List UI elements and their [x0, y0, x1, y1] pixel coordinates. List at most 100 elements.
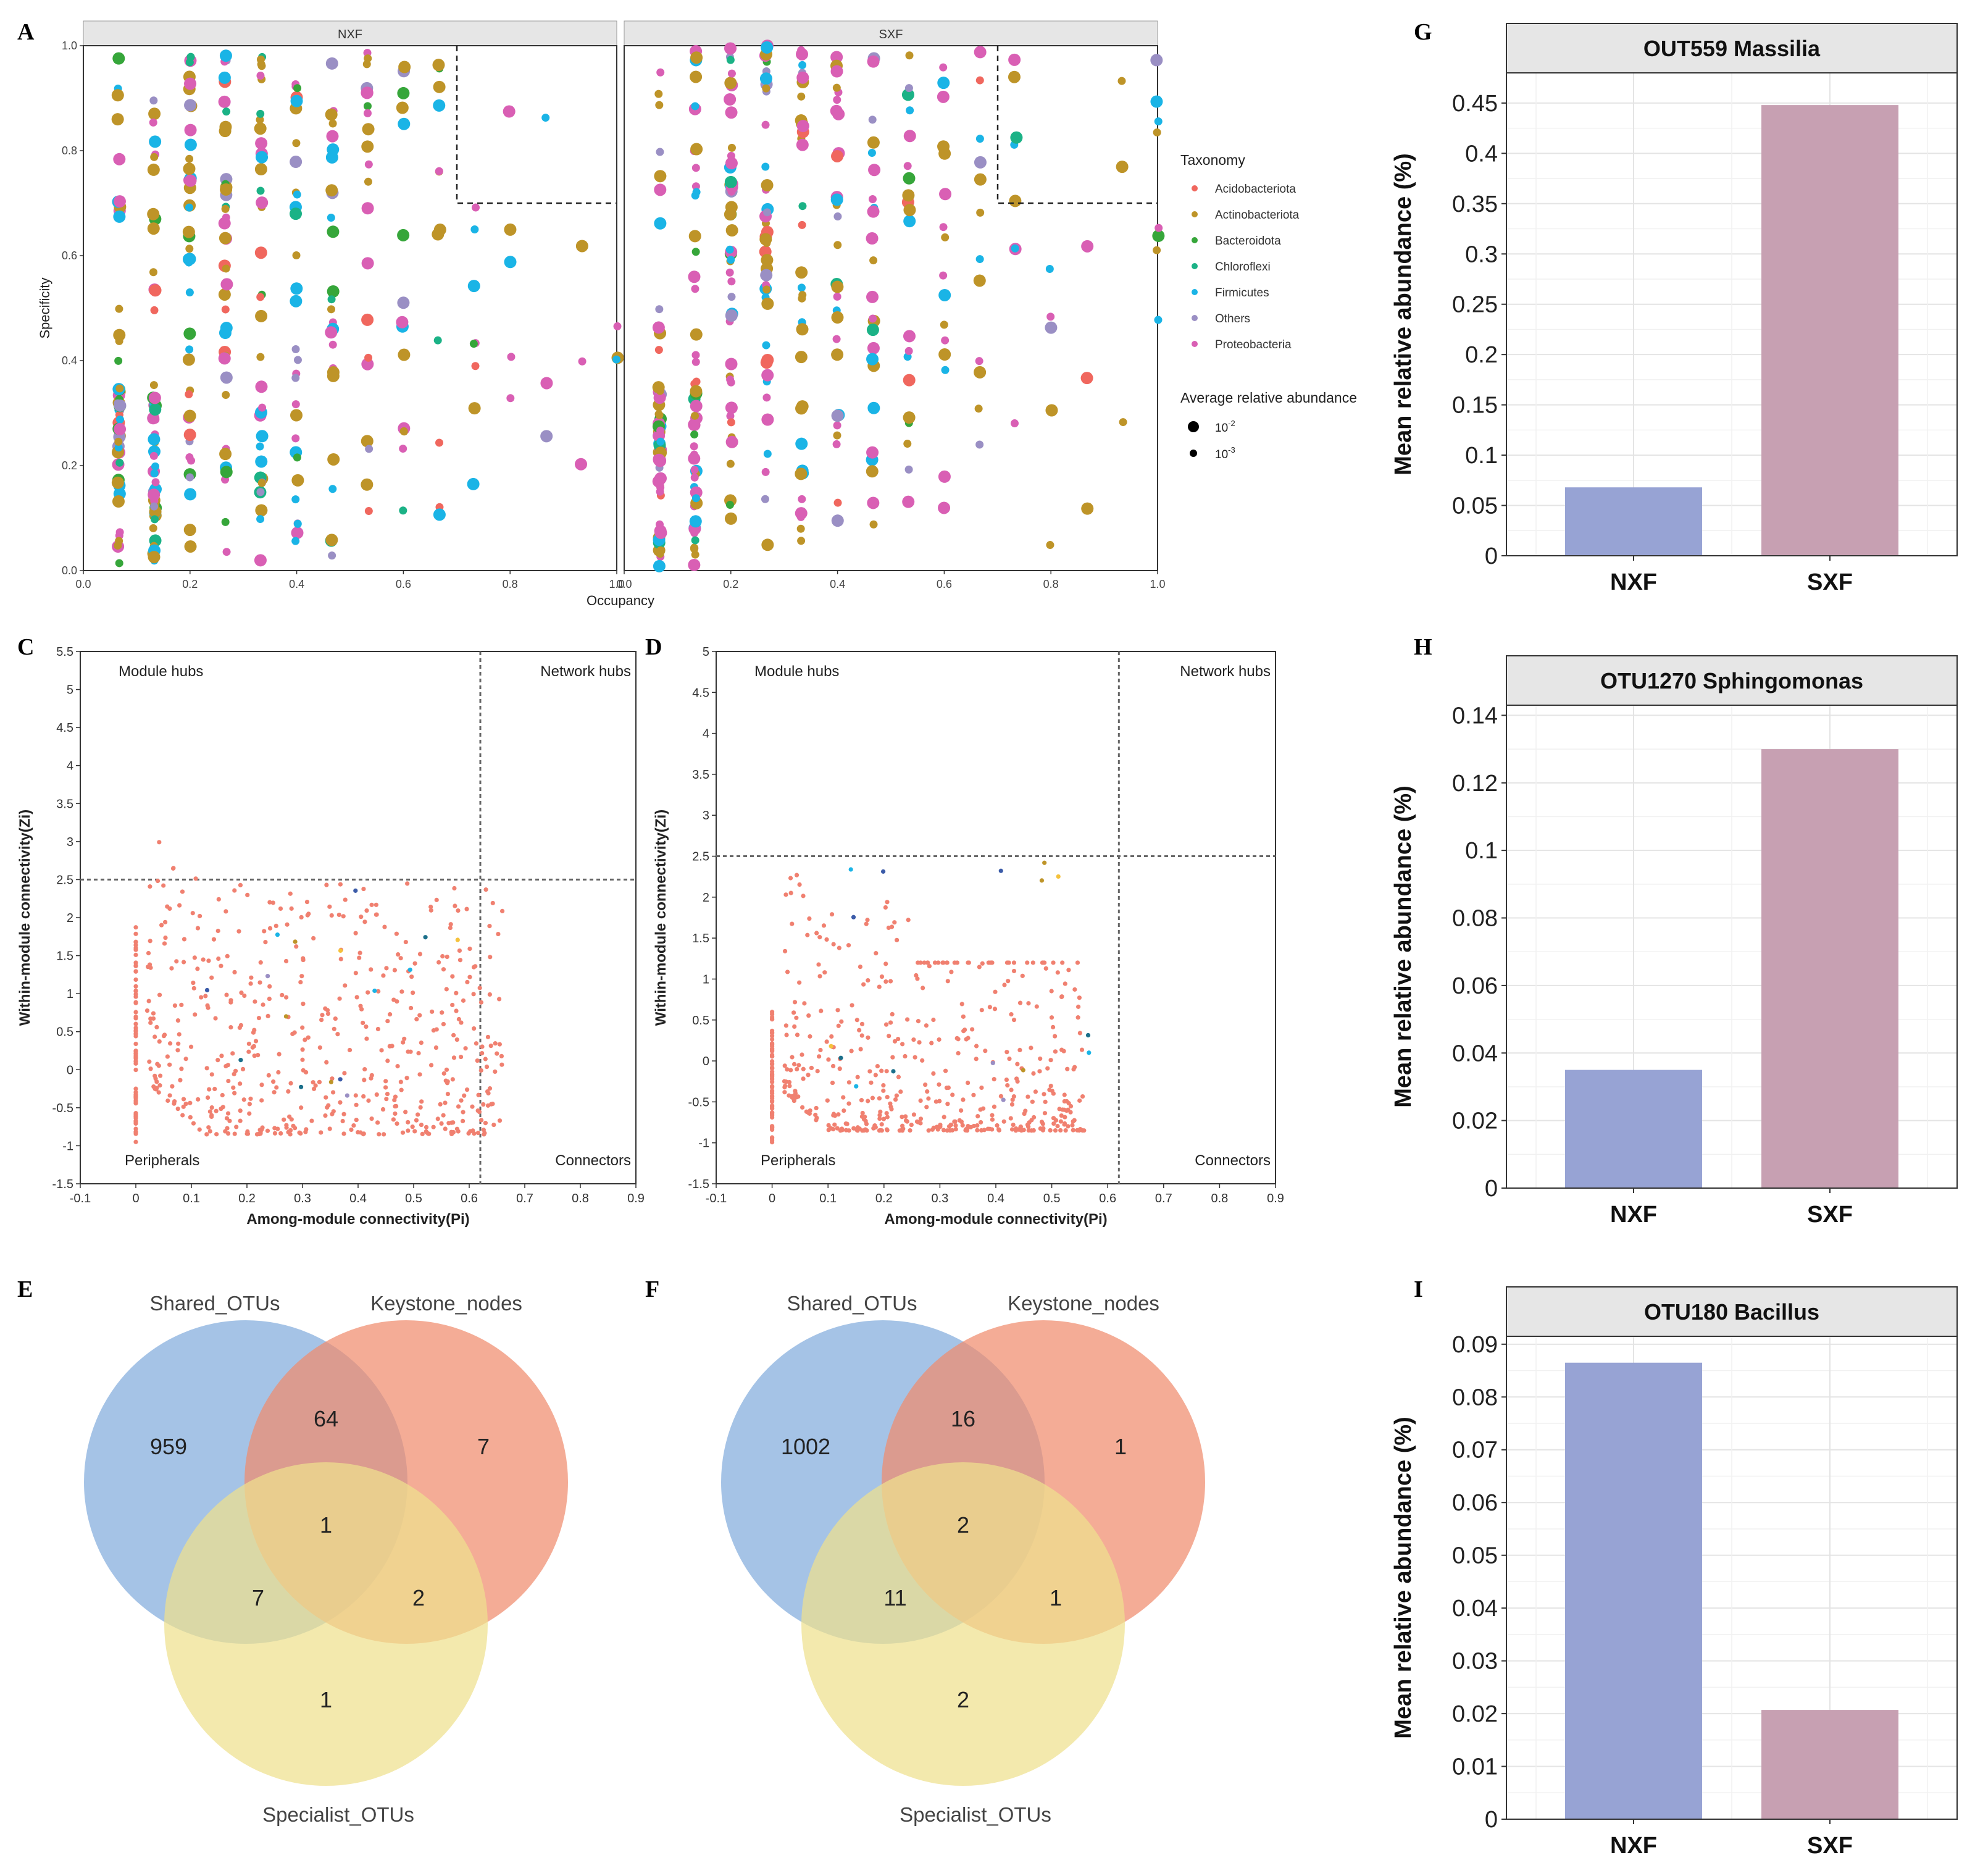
network-node-d: [1004, 1077, 1009, 1082]
otu-point-a: [149, 135, 162, 148]
network-node-d: [1050, 1088, 1054, 1094]
network-node-d: [966, 960, 971, 965]
network-node-d: [995, 1123, 1000, 1128]
network-node-c: [262, 929, 267, 934]
network-node-d: [784, 1032, 789, 1037]
network-node-d: [835, 1126, 840, 1131]
otu-point-b: [830, 51, 843, 64]
network-node-d: [956, 1037, 961, 1042]
network-node-c: [395, 1121, 399, 1126]
network-node-c: [148, 1020, 153, 1025]
otu-point-b: [1011, 244, 1019, 253]
otu-point-b: [760, 269, 773, 282]
otu-point-b: [691, 248, 700, 256]
network-node-d: [990, 1117, 995, 1122]
otu-point-a: [149, 118, 157, 127]
network-node-d: [1009, 1102, 1015, 1107]
network-node-d: [800, 1052, 804, 1057]
network-node-c: [245, 892, 250, 897]
otu-point-b: [867, 136, 880, 149]
network-node-c: [414, 1118, 419, 1123]
network-node-c: [461, 1110, 466, 1115]
strip-nxf-label: NXF: [338, 28, 362, 41]
venn-count-shared_keystone: 16: [951, 1406, 975, 1431]
otu-point-a: [256, 442, 264, 451]
otu-point-b: [653, 392, 666, 404]
network-node-d: [961, 1029, 966, 1034]
otu-point-b: [937, 77, 950, 90]
network-node-c: [490, 1102, 495, 1107]
network-node-c: [242, 993, 247, 999]
network-node-d: [807, 916, 812, 921]
network-node-c: [209, 975, 214, 980]
venn-set-label-shared: Shared_OTUs: [787, 1292, 917, 1315]
x-tick-label-a: 0.6: [396, 578, 411, 590]
network-node-c: [460, 1118, 466, 1123]
network-node-c: [288, 1128, 293, 1133]
network-node-d: [904, 1119, 909, 1124]
y-tick-label-d: 4.5: [692, 686, 709, 700]
network-node-c: [456, 1104, 461, 1109]
panel-label-h: H: [1414, 634, 1432, 660]
network-node-c: [385, 1018, 390, 1024]
otu-point-a: [218, 71, 231, 84]
network-node-c: [205, 1095, 211, 1100]
network-node-c: [376, 989, 381, 994]
network-node-d: [960, 1123, 965, 1128]
network-node-d: [863, 1127, 868, 1132]
network-node-c: [253, 1039, 259, 1044]
network-node-d: [945, 960, 950, 965]
otu-point-b: [796, 71, 809, 84]
network-node-c: [362, 1066, 367, 1072]
network-node-c: [161, 883, 166, 888]
otu-point-b: [688, 452, 701, 465]
network-node-c: [450, 1002, 455, 1008]
network-node-c: [480, 1050, 485, 1056]
otu-point-a: [363, 109, 372, 117]
network-node-d: [956, 1051, 961, 1056]
network-node-d: [892, 1039, 898, 1044]
network-node-c: [451, 1032, 456, 1037]
otu-point-b: [1152, 229, 1165, 242]
otu-point-b: [1008, 70, 1021, 83]
otu-point-b: [762, 285, 771, 294]
network-node-d: [883, 905, 888, 910]
network-node-d: [1014, 1126, 1019, 1131]
network-node-d: [794, 1015, 799, 1020]
network-node-c: [364, 1036, 369, 1041]
y-tick-label-d: 1.5: [692, 932, 709, 945]
network-node-d: [1038, 1056, 1043, 1062]
quadrant-network-hubs-c: Network hubs: [540, 663, 631, 680]
otu-point-b: [798, 495, 806, 503]
network-node-c: [177, 903, 182, 908]
otu-point-a: [361, 140, 374, 153]
x-tick-label-c: 0: [132, 1192, 139, 1205]
otu-point-a: [220, 371, 233, 384]
otu-point-b: [688, 558, 701, 571]
venn-count-all_three: 2: [957, 1512, 969, 1538]
network-node-c: [377, 1132, 382, 1137]
network-node-c: [133, 984, 138, 989]
otu-point-a: [111, 89, 124, 102]
otu-point-b: [937, 90, 950, 103]
network-node-c: [133, 1111, 138, 1116]
network-node-d: [970, 1027, 975, 1032]
network-node-d: [987, 1005, 992, 1010]
y-tick-label: 0.45: [1452, 91, 1498, 117]
network-node-d: [917, 1040, 922, 1045]
bar-sxf: [1761, 1710, 1898, 1819]
network-node-c: [162, 941, 167, 946]
network-node-c: [490, 900, 495, 906]
network-node-d: [1050, 1024, 1056, 1029]
network-node-d: [839, 1128, 844, 1133]
network-node-c: [357, 950, 362, 955]
network-node-c: [337, 996, 342, 1001]
network-node-c: [467, 974, 472, 979]
network-node-c: [133, 939, 138, 944]
network-node-c: [291, 1123, 296, 1128]
network-node-d: [1058, 1128, 1063, 1133]
network-node-c: [257, 980, 262, 985]
y-tick-label: 0.25: [1452, 292, 1498, 318]
x-tick-label-b: 0.4: [830, 578, 845, 590]
x-tick-label-d: 0.2: [875, 1192, 893, 1205]
